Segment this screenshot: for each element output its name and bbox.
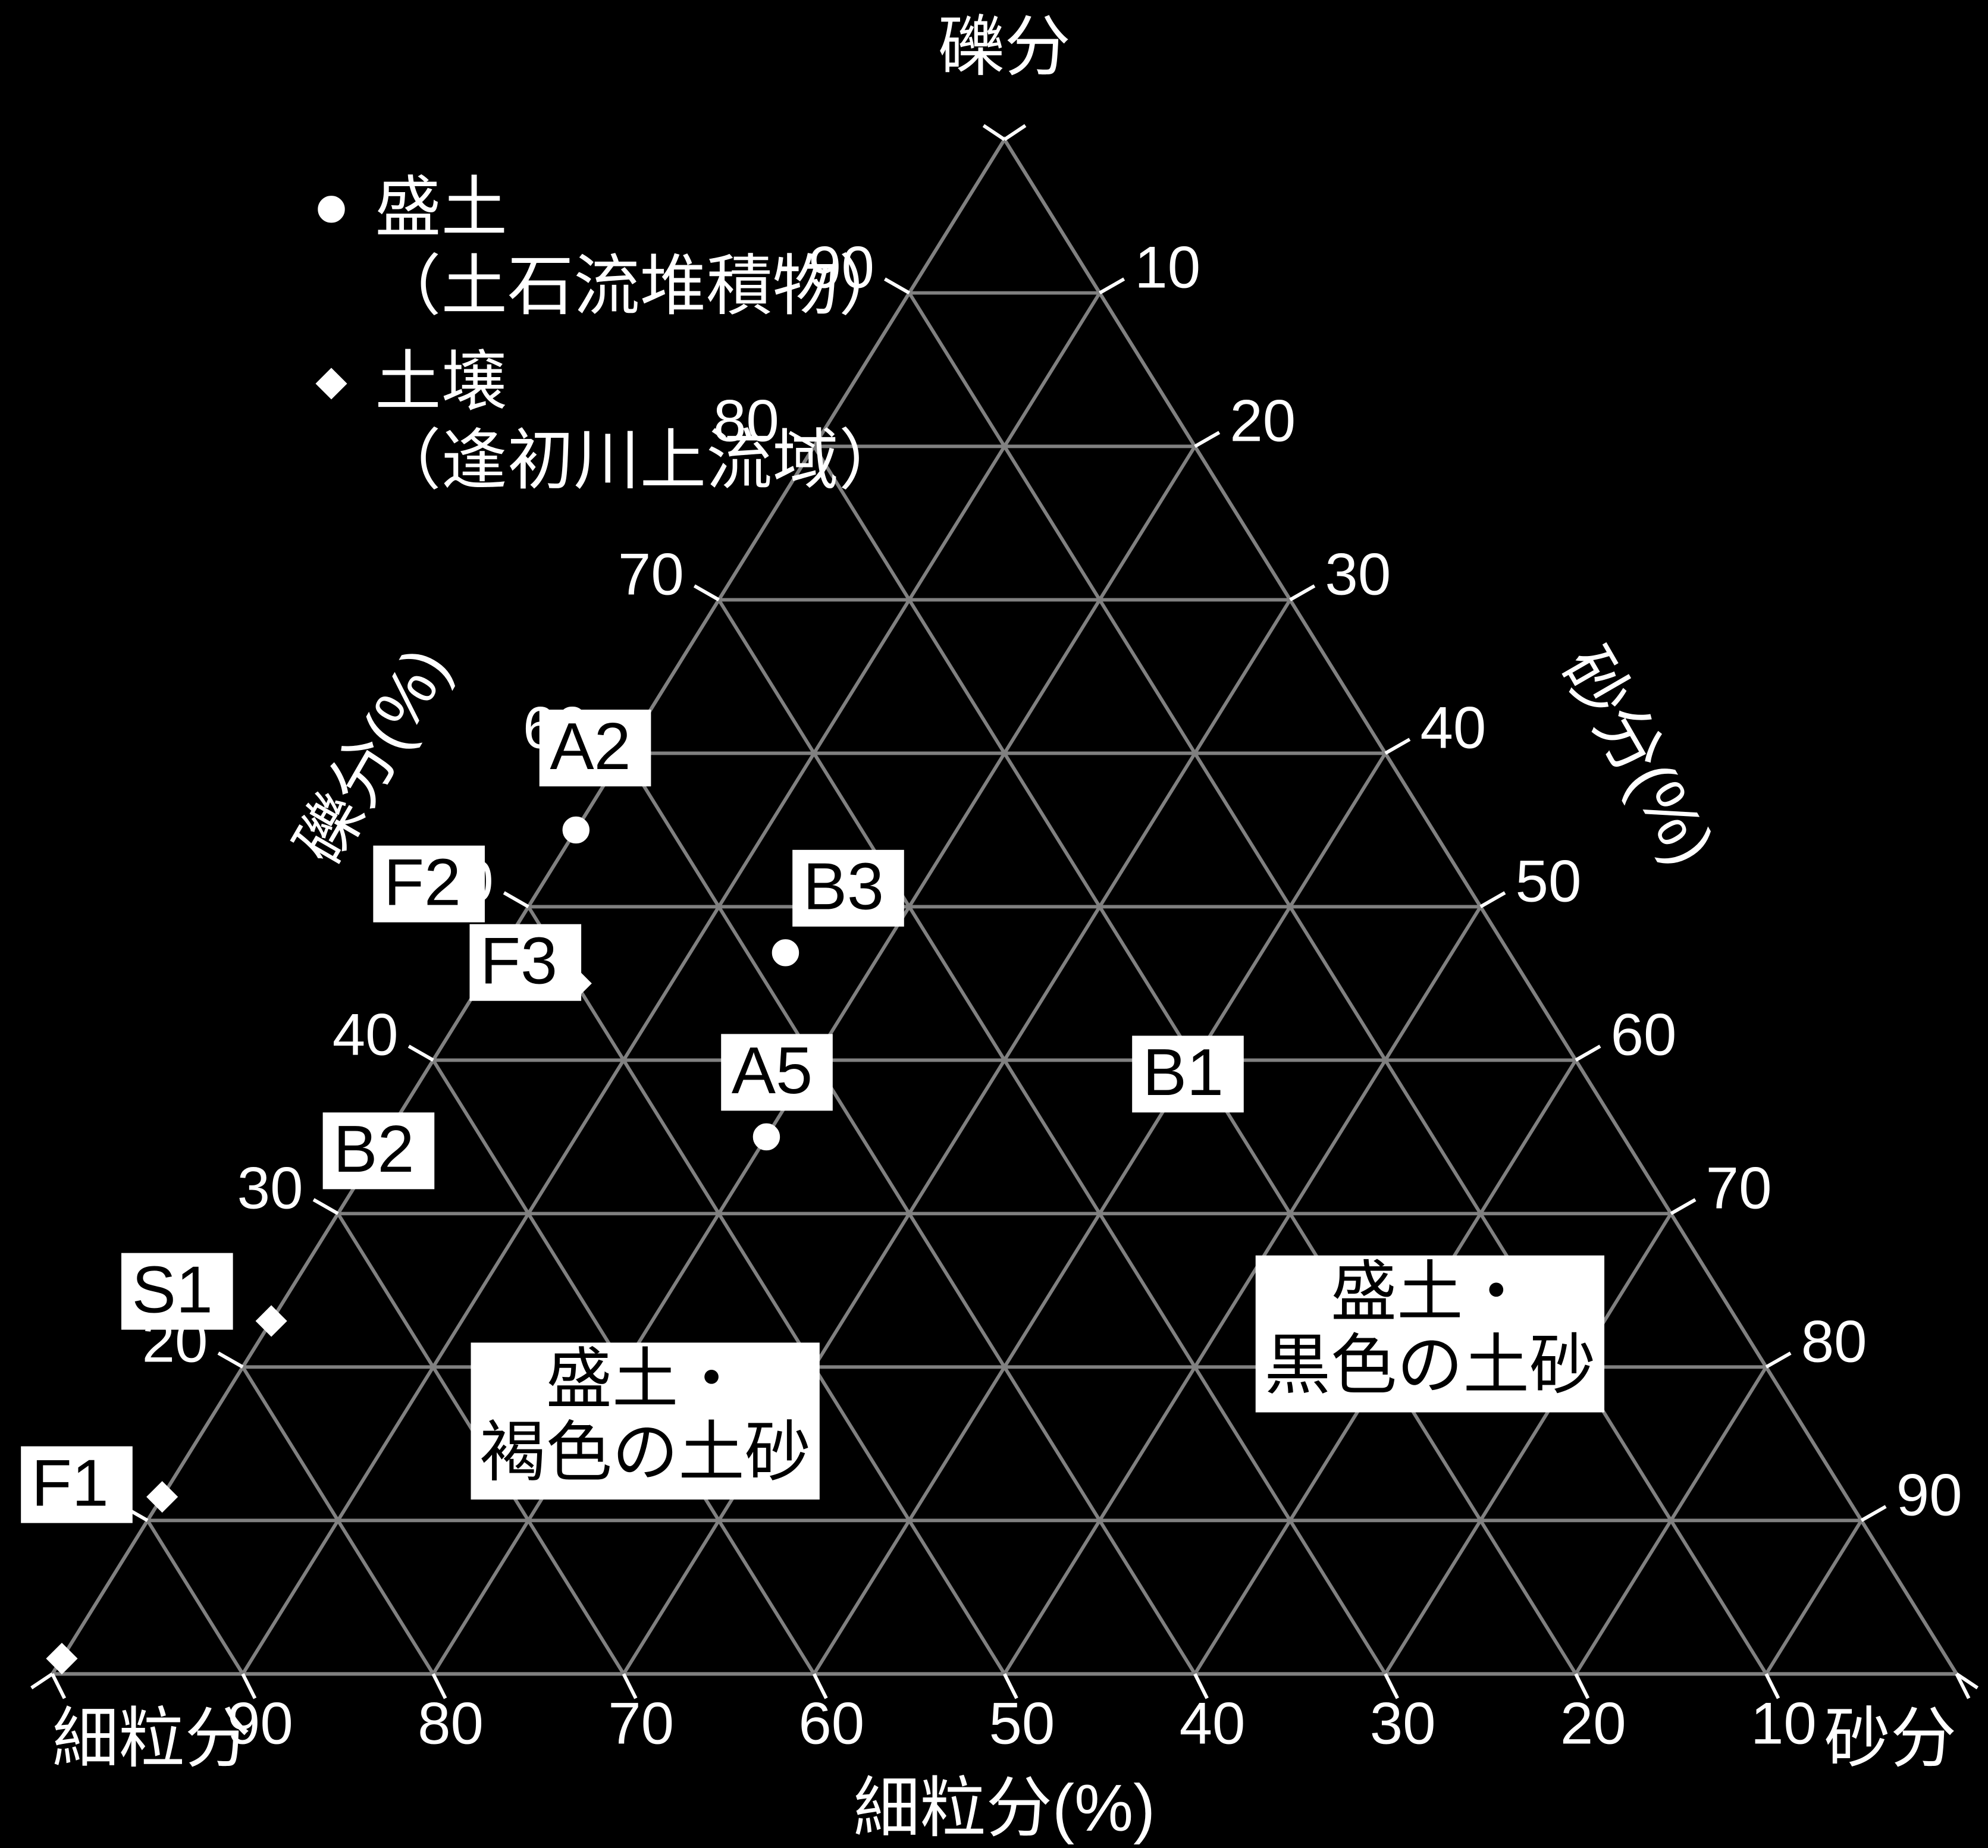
- point-label: S1: [132, 1252, 213, 1326]
- callout-text: 盛土・: [546, 1342, 745, 1416]
- point-label: B1: [1143, 1035, 1224, 1109]
- callout-text: 褐色の土砂: [479, 1415, 811, 1489]
- marker-circle: [319, 197, 343, 221]
- legend-label: 土壌: [375, 344, 507, 419]
- tick-label: 10: [1751, 1691, 1817, 1757]
- legend-sublabel: （土石流堆積物）: [375, 249, 905, 323]
- tick-label: 40: [1420, 695, 1486, 761]
- point-label: A2: [550, 709, 631, 783]
- tick-label: 90: [1896, 1463, 1962, 1529]
- marker-circle: [754, 1125, 779, 1149]
- tick-label: 60: [1611, 1002, 1677, 1068]
- tick-label: 50: [989, 1691, 1055, 1757]
- marker-circle: [564, 818, 588, 842]
- apex-label-left: 細粒分: [52, 1701, 251, 1775]
- tick-label: 80: [1801, 1309, 1867, 1375]
- tick-label: 40: [1180, 1691, 1246, 1757]
- point-label: F3: [480, 923, 557, 997]
- point-label: B3: [803, 849, 884, 924]
- tick-label: 50: [1516, 849, 1582, 915]
- tick-label: 70: [608, 1691, 674, 1757]
- point-label: F2: [384, 845, 461, 919]
- tick-label: 30: [1370, 1691, 1436, 1757]
- legend-sublabel: （逢初川上流域）: [375, 423, 905, 497]
- chart-background: [0, 0, 1988, 1848]
- apex-label-right: 砂分: [1824, 1701, 1956, 1775]
- callout-text: 盛土・: [1331, 1254, 1529, 1329]
- point-label: F1: [32, 1445, 109, 1520]
- apex-label-top: 礫分: [938, 10, 1071, 84]
- legend-label: 盛土: [375, 170, 507, 244]
- axis-title-bottom: 細粒分(%): [854, 1771, 1155, 1845]
- tick-label: 30: [1325, 542, 1391, 608]
- tick-label: 20: [1230, 388, 1296, 454]
- tick-label: 10: [1134, 235, 1200, 301]
- point-label: B2: [333, 1112, 414, 1186]
- tick-label: 40: [333, 1002, 399, 1068]
- marker-circle: [773, 940, 798, 965]
- tick-label: 70: [1706, 1156, 1772, 1222]
- tick-label: 70: [618, 542, 684, 608]
- tick-label: 30: [237, 1156, 303, 1222]
- callout-text: 黒色の土砂: [1264, 1328, 1595, 1403]
- tick-label: 80: [418, 1691, 484, 1757]
- point-label: A5: [732, 1033, 813, 1107]
- tick-label: 20: [1560, 1691, 1626, 1757]
- tick-label: 60: [798, 1691, 864, 1757]
